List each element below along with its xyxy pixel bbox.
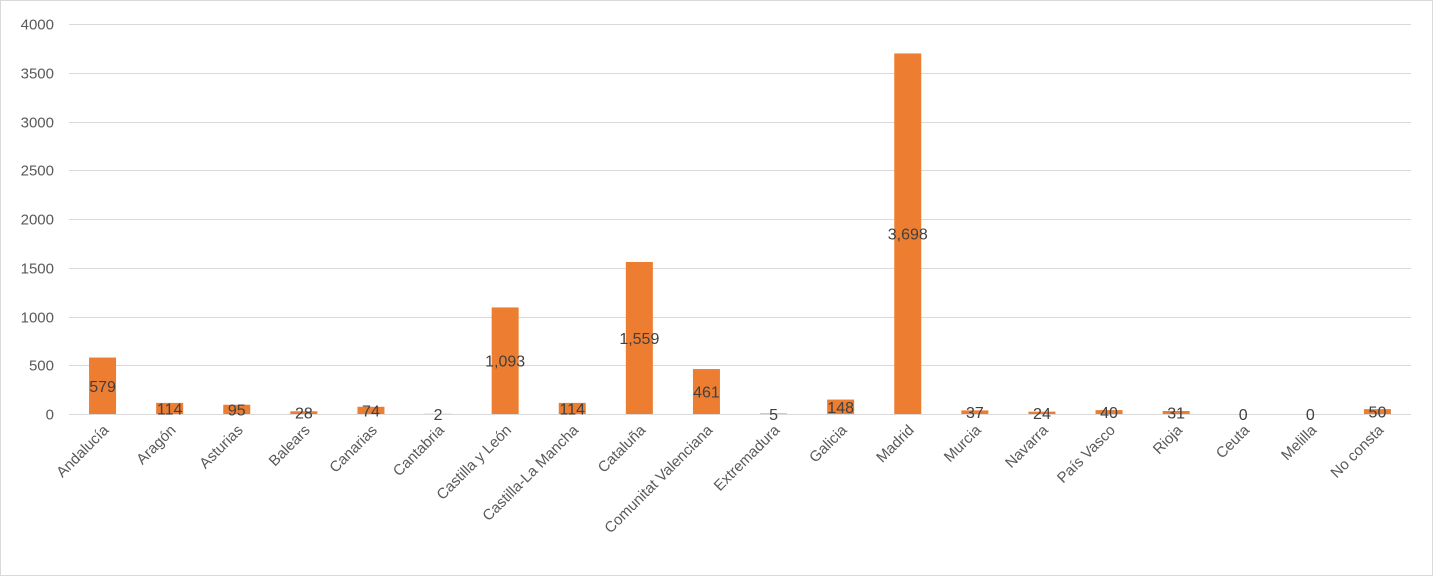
y-tick-label: 500 (29, 358, 54, 375)
y-tick-label: 3500 (21, 66, 54, 83)
bars (89, 53, 1391, 414)
category-label: Aragón (133, 422, 179, 468)
y-tick-label: 2500 (21, 163, 54, 180)
data-label: 50 (1369, 405, 1387, 422)
category-label: Melilla (1278, 421, 1321, 464)
data-label: 114 (157, 401, 183, 418)
y-tick-label: 1500 (21, 261, 54, 278)
category-label: Madrid (873, 422, 917, 466)
data-label: 24 (1033, 406, 1051, 423)
data-label: 31 (1167, 405, 1185, 422)
gridlines (69, 25, 1411, 415)
category-label: Canarias (326, 422, 380, 476)
category-label: Cataluña (595, 421, 650, 476)
category-label: País Vasco (1054, 422, 1119, 487)
data-label: 1,559 (619, 331, 659, 348)
data-label: 148 (827, 400, 854, 417)
data-label: 114 (559, 401, 585, 418)
data-label: 74 (362, 403, 380, 420)
category-label: Asturias (196, 422, 246, 472)
y-axis-ticks: 0 500 1000 1500 2000 2500 3000 3500 4000 (21, 17, 54, 424)
y-tick-label: 3000 (21, 115, 54, 132)
y-tick-label: 1000 (21, 310, 54, 327)
y-tick-label: 2000 (21, 212, 54, 229)
category-label: Andalucía (53, 421, 113, 481)
data-label: 461 (693, 385, 720, 402)
data-label: 95 (228, 402, 246, 419)
category-label: Navarra (1002, 421, 1052, 471)
category-label: Cantabria (390, 421, 448, 479)
category-label: No consta (1327, 421, 1387, 481)
category-label: Balears (266, 422, 314, 470)
data-label: 579 (89, 379, 116, 396)
data-label: 5 (769, 407, 778, 424)
y-tick-label: 4000 (21, 17, 54, 34)
data-label: 28 (295, 406, 313, 423)
category-label: Galicia (806, 421, 851, 466)
y-tick-label: 0 (46, 407, 54, 424)
category-label: Murcia (941, 421, 985, 465)
data-label: 1,093 (485, 354, 525, 371)
category-label: Comunitat Valenciana (601, 421, 716, 536)
category-label: Ceuta (1213, 421, 1254, 462)
category-label: Rioja (1150, 421, 1187, 458)
category-label: Extremadura (711, 421, 784, 494)
data-label: 3,698 (888, 227, 928, 244)
data-label: 40 (1100, 405, 1118, 422)
data-label: 37 (966, 405, 984, 422)
